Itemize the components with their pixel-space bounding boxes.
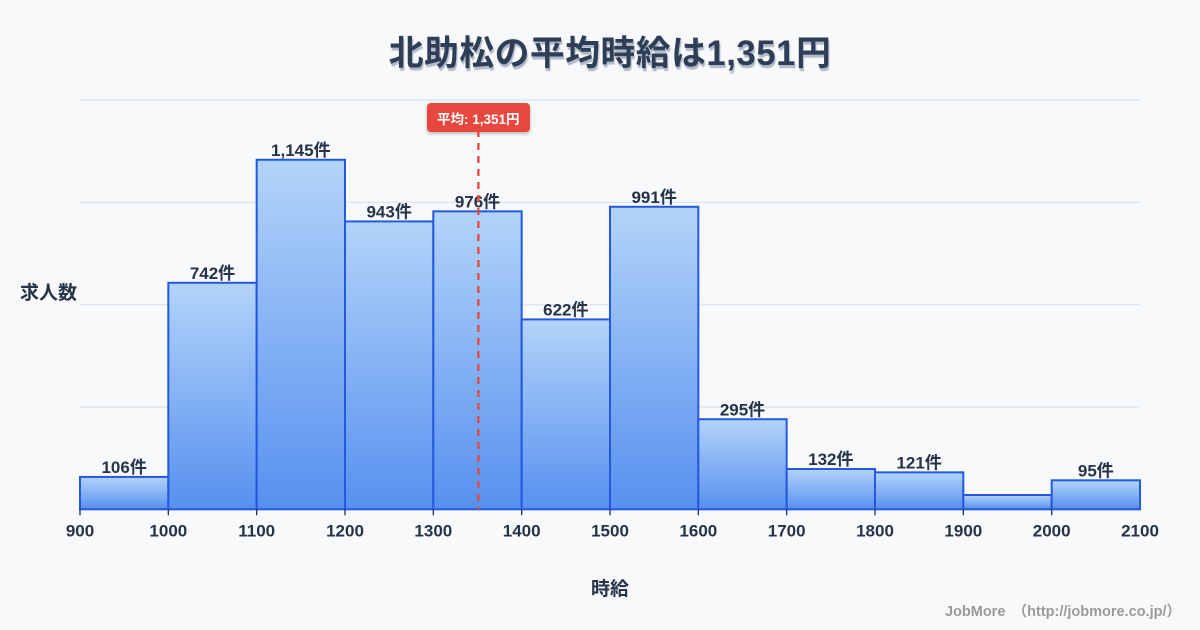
svg-text:1700: 1700 bbox=[768, 521, 806, 540]
svg-text:295件: 295件 bbox=[720, 400, 765, 419]
svg-text:2000: 2000 bbox=[1033, 521, 1071, 540]
svg-text:1000: 1000 bbox=[149, 521, 187, 540]
svg-text:1200: 1200 bbox=[326, 521, 364, 540]
svg-text:121件: 121件 bbox=[896, 453, 941, 472]
svg-text:95件: 95件 bbox=[1078, 461, 1114, 480]
svg-text:742件: 742件 bbox=[190, 264, 235, 283]
svg-text:1300: 1300 bbox=[414, 521, 452, 540]
svg-text:1,145件: 1,145件 bbox=[271, 141, 331, 160]
svg-text:991件: 991件 bbox=[631, 188, 676, 207]
svg-text:132件: 132件 bbox=[808, 450, 853, 469]
svg-text:1900: 1900 bbox=[944, 521, 982, 540]
svg-text:106件: 106件 bbox=[101, 458, 146, 477]
svg-text:1100: 1100 bbox=[238, 521, 275, 540]
svg-text:622件: 622件 bbox=[543, 300, 588, 319]
svg-text:900: 900 bbox=[66, 521, 94, 540]
svg-text:1600: 1600 bbox=[679, 521, 717, 540]
svg-text:2100: 2100 bbox=[1121, 521, 1159, 540]
svg-text:1400: 1400 bbox=[503, 521, 541, 540]
svg-text:1500: 1500 bbox=[591, 521, 629, 540]
svg-text:943件: 943件 bbox=[366, 202, 411, 221]
svg-text:1800: 1800 bbox=[856, 521, 894, 540]
